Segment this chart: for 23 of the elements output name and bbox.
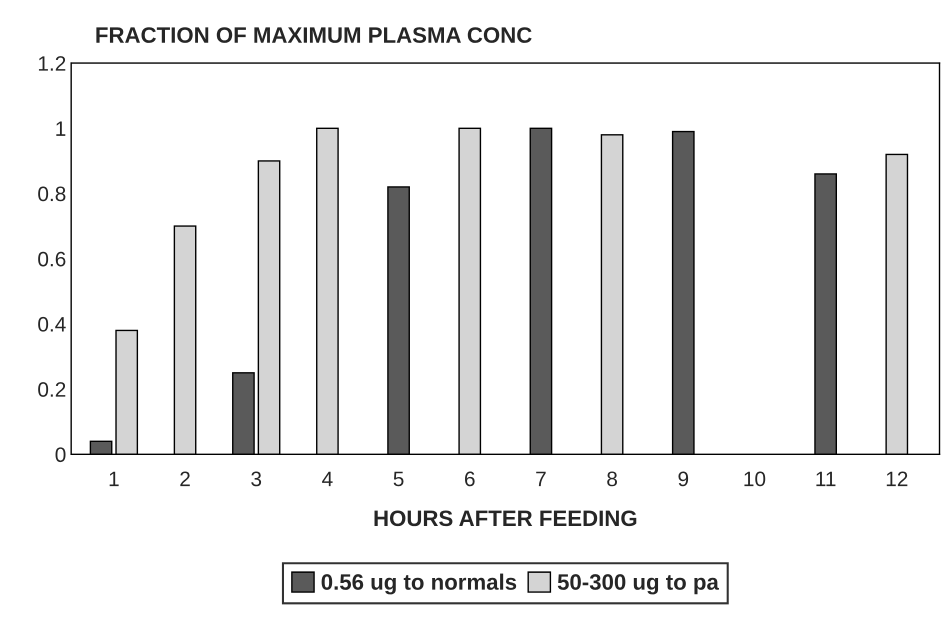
y-tick-label: 0.4 [38, 316, 66, 332]
y-tick-label: 1 [56, 122, 66, 136]
x-tick-label: 1 [110, 472, 119, 486]
legend-label: 0.56 ug to normals [322, 574, 516, 594]
x-tick-label: 2 [180, 472, 190, 486]
x-tick-label: 12 [886, 472, 908, 486]
y-tick-label: 0.6 [38, 252, 66, 266]
x-tick-label: 3 [251, 472, 262, 486]
x-tick-label: 11 [816, 472, 836, 486]
x-tick-label: 6 [465, 472, 475, 486]
x-tick-label: 4 [322, 472, 333, 486]
y-tick-label: 0.2 [38, 382, 66, 397]
y-tick-label: 0.8 [38, 186, 66, 202]
x-axis-title: HOURS AFTER FEEDING [374, 510, 636, 526]
x-tick-label: 8 [607, 472, 617, 486]
y-tick-label: 1.2 [38, 56, 66, 71]
x-tick-label: 9 [678, 472, 688, 486]
x-tick-label: 7 [536, 472, 546, 486]
x-tick-label: 10 [744, 472, 766, 486]
y-tick-label: 0 [56, 447, 66, 462]
legend-label: 50-300 ug to pa [558, 574, 719, 594]
chart-title: FRACTION OF MAXIMUM PLASMA CONC [96, 27, 532, 43]
x-tick-label: 5 [394, 472, 404, 486]
